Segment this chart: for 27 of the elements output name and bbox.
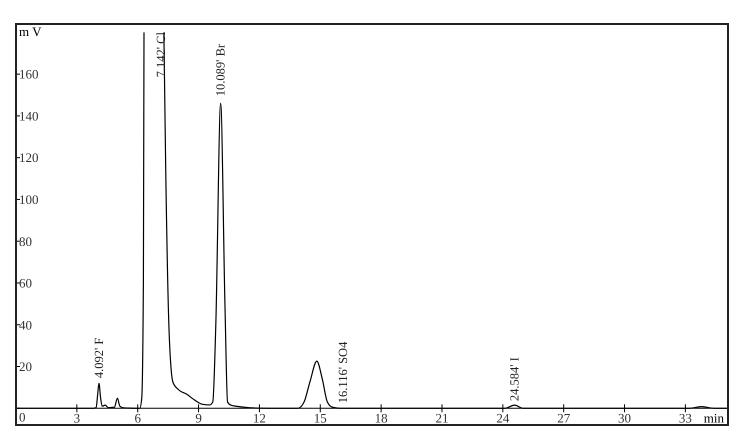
x-tick-label: 9 — [195, 410, 202, 426]
x-axis-title: min — [704, 410, 724, 426]
x-tick-label: 18 — [374, 410, 388, 426]
x-tick-label: 27 — [557, 410, 571, 426]
x-tick-label: 15 — [314, 410, 327, 426]
x-tick-label: 30 — [618, 410, 632, 426]
annotation: 4.092' F — [92, 338, 106, 378]
x-tick-label: 33 — [678, 410, 692, 426]
annotation: 16.116' SO4 — [336, 340, 350, 404]
annotation: 7.142' Cl — [154, 32, 168, 78]
x-tick-label: 6 — [134, 410, 142, 426]
y-tick-label: 160 — [19, 66, 38, 82]
y-tick-label: 60 — [19, 276, 32, 291]
x-tick-label: 21 — [435, 410, 448, 426]
y-tick-label: 20 — [19, 359, 32, 374]
x-tick-label: 12 — [252, 410, 266, 426]
y-tick-label: 0 — [19, 409, 26, 424]
x-tick-label: 3 — [74, 410, 80, 426]
y-tick-label: 80 — [19, 234, 32, 249]
annotation: 10.089' Br — [214, 43, 228, 96]
y-tick-label: 40 — [19, 317, 32, 332]
x-tick-label: 24 — [496, 410, 510, 426]
y-tick-label: 100 — [19, 192, 38, 207]
y-tick-label: 120 — [19, 150, 38, 166]
annotation: 24.584' I — [508, 357, 522, 402]
y-axis-title: m V — [19, 24, 42, 39]
y-tick-label: 140 — [19, 108, 38, 124]
